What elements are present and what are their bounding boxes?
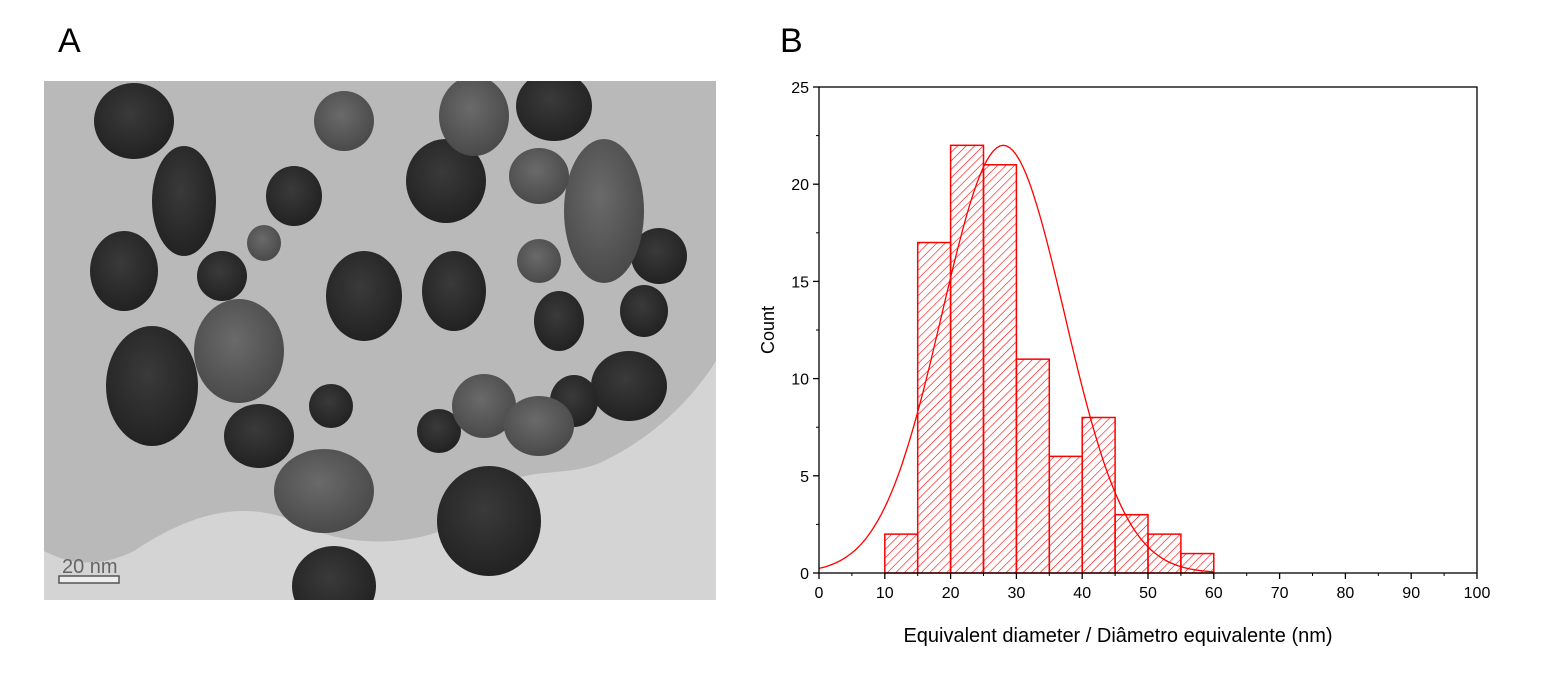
plot-frame — [818, 86, 1478, 574]
y-axis-label: Count — [758, 306, 778, 354]
histogram-bar — [1180, 552, 1215, 574]
x-tick-label: 60 — [1205, 585, 1223, 602]
x-tick-label: 20 — [942, 585, 960, 602]
histogram-bar — [1114, 513, 1149, 574]
x-tick-label: 10 — [876, 585, 894, 602]
fit-curve — [818, 144, 1214, 573]
scale-bar-label: 20 nm — [62, 556, 118, 578]
y-tick-label: 20 — [791, 177, 809, 194]
histogram-bar — [982, 164, 1018, 574]
x-tick-label: 0 — [815, 585, 824, 602]
scale-bar: 20 nm — [58, 556, 120, 584]
x-tick-label: 80 — [1337, 585, 1355, 602]
histogram-bar — [949, 144, 985, 574]
x-axis-label: Equivalent diameter / Diâmetro equivalen… — [903, 625, 1332, 647]
y-tick-label: 0 — [800, 566, 809, 583]
histogram-bar — [1048, 455, 1083, 574]
y-tick-label: 10 — [791, 372, 809, 389]
y-tick-label: 15 — [791, 274, 809, 291]
x-tick-label: 90 — [1402, 585, 1420, 602]
histogram-bar — [916, 241, 952, 574]
histogram-bar — [1147, 533, 1182, 574]
histogram-bar — [1081, 416, 1116, 574]
histogram-bar — [884, 533, 919, 574]
y-tick-label: 5 — [800, 469, 809, 486]
histogram-bar — [1015, 358, 1051, 574]
y-tick-label: 25 — [791, 80, 809, 97]
x-tick-label: 50 — [1139, 585, 1157, 602]
panel-a-label: A — [58, 22, 81, 60]
x-tick-label: 30 — [1008, 585, 1026, 602]
tem-micrograph: 20 nm — [44, 81, 716, 600]
x-tick-label: 40 — [1073, 585, 1091, 602]
x-tick-label: 100 — [1464, 585, 1491, 602]
panel-b-label: B — [780, 22, 803, 60]
x-tick-label: 70 — [1271, 585, 1289, 602]
